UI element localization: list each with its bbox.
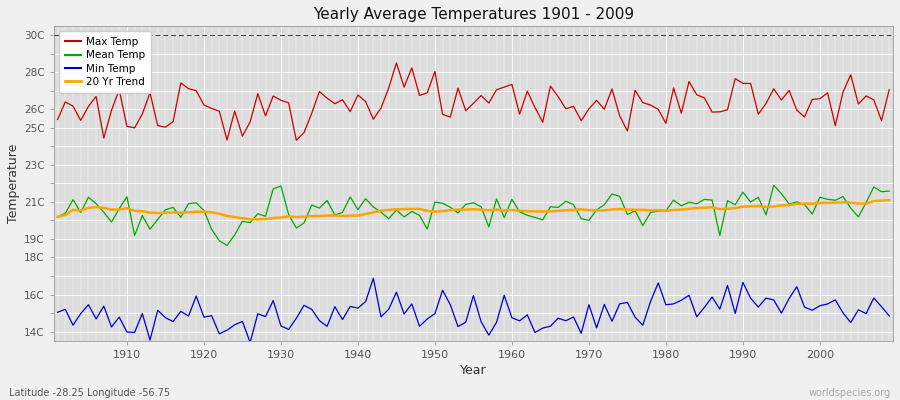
Legend: Max Temp, Mean Temp, Min Temp, 20 Yr Trend: Max Temp, Mean Temp, Min Temp, 20 Yr Tre… xyxy=(59,31,151,93)
Text: Latitude -28.25 Longitude -56.75: Latitude -28.25 Longitude -56.75 xyxy=(9,388,170,398)
X-axis label: Year: Year xyxy=(460,364,487,377)
Title: Yearly Average Temperatures 1901 - 2009: Yearly Average Temperatures 1901 - 2009 xyxy=(313,7,634,22)
Y-axis label: Temperature: Temperature xyxy=(7,144,20,223)
Text: worldspecies.org: worldspecies.org xyxy=(809,388,891,398)
